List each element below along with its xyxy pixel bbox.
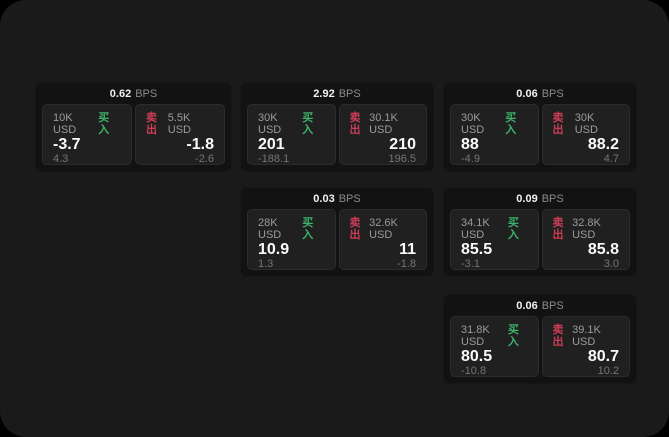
- bps-unit: BPS: [541, 299, 564, 312]
- quote-panels: 28K USD 买入 10.9 1.3 卖出 32.6K USD 11 -1.8: [247, 209, 427, 270]
- sell-panel[interactable]: 卖出 32.6K USD 11 -1.8: [338, 209, 427, 270]
- sell-size: 32.6K USD: [369, 217, 398, 241]
- buy-price: 85.5: [461, 241, 493, 258]
- bps-value: 0.03: [313, 192, 335, 205]
- sell-price: 210: [389, 136, 416, 153]
- buy-size: 28K USD: [258, 217, 282, 241]
- buy-size: 30K USD: [461, 112, 485, 136]
- sell-price: 80.7: [587, 348, 619, 365]
- quote-panels: 31.8K USD 买入 80.5 -10.8 卖出 39.1K USD 80.…: [450, 316, 630, 377]
- buy-size: 10K USD: [53, 112, 77, 136]
- sell-size: 5.5K USD: [167, 112, 191, 136]
- sell-panel[interactable]: 卖出 5.5K USD -1.8 -2.6: [135, 104, 225, 165]
- quote-card-1: 0.62 BPS 10K USD 买入 -3.7 4.3 卖出 5.5K USD…: [35, 82, 232, 172]
- quote-card-4: 0.03 BPS 28K USD 买入 10.9 1.3 卖出 32.6K US…: [240, 187, 434, 277]
- buy-panel[interactable]: 10K USD 买入 -3.7 4.3: [42, 104, 132, 165]
- sell-label: 卖出: [552, 217, 564, 241]
- sell-panel[interactable]: 卖出 39.1K USD 80.7 10.2: [541, 316, 630, 377]
- buy-panel[interactable]: 31.8K USD 买入 80.5 -10.8: [450, 316, 539, 377]
- buy-panel[interactable]: 28K USD 买入 10.9 1.3: [247, 209, 336, 270]
- buy-panel[interactable]: 30K USD 买入 88 -4.9: [450, 104, 539, 165]
- card-header: 2.92 BPS: [241, 83, 433, 104]
- sell-delta: -1.8: [397, 258, 416, 270]
- bps-unit: BPS: [135, 87, 158, 100]
- sell-label: 卖出: [552, 112, 564, 136]
- buy-price: 88: [461, 136, 479, 153]
- sell-label: 卖出: [146, 112, 158, 136]
- buy-label: 买入: [98, 112, 110, 136]
- sell-price: 85.8: [587, 241, 619, 258]
- bps-unit: BPS: [541, 87, 564, 100]
- sell-panel[interactable]: 卖出 32.8K USD 85.8 3.0: [541, 209, 630, 270]
- buy-price: -3.7: [53, 136, 81, 153]
- quote-card-2: 2.92 BPS 30K USD 买入 201 -188.1 卖出 30.1K …: [240, 82, 434, 172]
- bps-value: 0.09: [516, 192, 538, 205]
- buy-label: 买入: [302, 217, 314, 241]
- buy-delta: -3.1: [461, 258, 480, 270]
- buy-price: 10.9: [258, 241, 290, 258]
- sell-label: 卖出: [349, 112, 361, 136]
- buy-label: 买入: [505, 112, 517, 136]
- bps-value: 0.62: [109, 87, 132, 100]
- buy-price: 201: [258, 136, 285, 153]
- card-header: 0.06 BPS: [444, 295, 636, 316]
- quote-card-5: 0.09 BPS 34.1K USD 买入 85.5 -3.1 卖出 32.8K…: [443, 187, 637, 277]
- buy-size: 31.8K USD: [461, 324, 490, 348]
- sell-delta: 196.5: [388, 153, 416, 165]
- buy-price: 80.5: [461, 348, 493, 365]
- sell-price: 11: [399, 241, 416, 258]
- card-header: 0.62 BPS: [36, 83, 231, 104]
- buy-size: 34.1K USD: [461, 217, 490, 241]
- quote-panels: 34.1K USD 买入 85.5 -3.1 卖出 32.8K USD 85.8…: [450, 209, 630, 270]
- sell-delta: -2.6: [195, 153, 214, 165]
- bps-value: 0.06: [516, 87, 538, 100]
- sell-label: 卖出: [349, 217, 361, 241]
- buy-delta: 4.3: [53, 153, 69, 165]
- quote-card-3: 0.06 BPS 30K USD 买入 88 -4.9 卖出 30K USD 8…: [443, 82, 637, 172]
- sell-size: 30.1K USD: [369, 112, 398, 136]
- sell-panel[interactable]: 卖出 30K USD 88.2 4.7: [541, 104, 630, 165]
- buy-label: 买入: [507, 324, 520, 348]
- sell-delta: 3.0: [603, 258, 619, 270]
- bps-value: 2.92: [313, 87, 335, 100]
- sell-label: 卖出: [552, 324, 564, 348]
- buy-delta: 1.3: [258, 258, 274, 270]
- buy-delta: -188.1: [258, 153, 290, 165]
- bps-unit: BPS: [338, 192, 361, 205]
- card-header: 0.09 BPS: [444, 188, 636, 209]
- bps-unit: BPS: [338, 87, 361, 100]
- sell-size: 32.8K USD: [572, 217, 601, 241]
- sell-price: 88.2: [587, 136, 619, 153]
- buy-panel[interactable]: 34.1K USD 买入 85.5 -3.1: [450, 209, 539, 270]
- buy-panel[interactable]: 30K USD 买入 201 -188.1: [247, 104, 336, 165]
- buy-delta: -10.8: [461, 365, 487, 377]
- sell-size: 39.1K USD: [572, 324, 601, 348]
- quote-panels: 10K USD 买入 -3.7 4.3 卖出 5.5K USD -1.8 -2.…: [42, 104, 225, 165]
- quote-panels: 30K USD 买入 201 -188.1 卖出 30.1K USD 210 1…: [247, 104, 427, 165]
- sell-panel[interactable]: 卖出 30.1K USD 210 196.5: [338, 104, 427, 165]
- buy-label: 买入: [302, 112, 314, 136]
- sell-size: 30K USD: [574, 112, 598, 136]
- buy-label: 买入: [507, 217, 520, 241]
- card-header: 0.06 BPS: [444, 83, 636, 104]
- quote-card-6: 0.06 BPS 31.8K USD 买入 80.5 -10.8 卖出 39.1…: [443, 294, 637, 384]
- buy-delta: -4.9: [461, 153, 480, 165]
- sell-price: -1.8: [186, 136, 214, 153]
- sell-delta: 10.2: [597, 365, 619, 377]
- buy-size: 30K USD: [258, 112, 282, 136]
- sell-delta: 4.7: [603, 153, 619, 165]
- card-header: 0.03 BPS: [241, 188, 433, 209]
- bps-unit: BPS: [541, 192, 564, 205]
- bps-value: 0.06: [516, 299, 538, 312]
- quote-panels: 30K USD 买入 88 -4.9 卖出 30K USD 88.2 4.7: [450, 104, 630, 165]
